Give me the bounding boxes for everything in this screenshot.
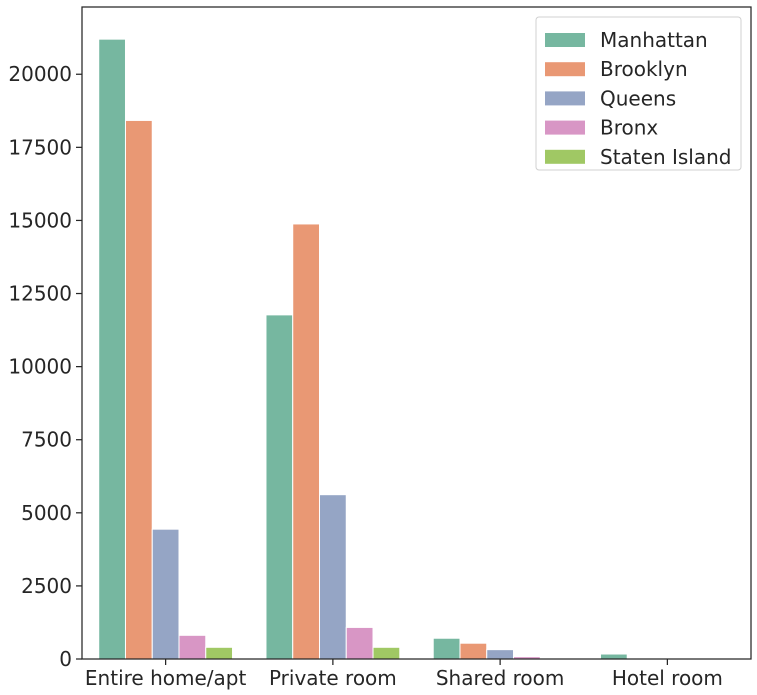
y-axis: 0 2500 5000 7500 10000 12500 15000 17500 20000 <box>8 62 82 671</box>
bar-manhattan-1 <box>266 315 293 659</box>
bar-brooklyn-1 <box>293 224 320 659</box>
bar-staten-island-0 <box>206 647 233 659</box>
legend-label: Brooklyn <box>600 57 688 81</box>
legend-swatch <box>545 121 585 135</box>
x-tick-label: Private room <box>269 666 397 690</box>
bar-brooklyn-2 <box>460 643 487 659</box>
y-tick-label: 17500 <box>8 135 72 159</box>
x-tick-label: Entire home/apt <box>85 666 247 690</box>
bar-brooklyn-0 <box>125 120 152 659</box>
bar-manhattan-3 <box>600 654 627 659</box>
y-tick-label: 0 <box>59 647 72 671</box>
legend-swatch <box>545 91 585 105</box>
bar-bronx-0 <box>179 635 206 659</box>
legend-label: Queens <box>600 86 676 110</box>
legend-swatch <box>545 33 585 47</box>
legend-swatch <box>545 150 585 164</box>
y-tick-label: 12500 <box>8 282 72 306</box>
y-tick-label: 10000 <box>8 355 72 379</box>
bar-queens-1 <box>319 495 346 659</box>
x-tick-label: Shared room <box>436 666 565 690</box>
bar-manhattan-0 <box>99 39 126 659</box>
y-tick-label: 5000 <box>21 501 72 525</box>
y-tick-label: 7500 <box>21 428 72 452</box>
legend-swatch <box>545 62 585 76</box>
bar-queens-0 <box>152 529 179 659</box>
legend-label: Manhattan <box>600 28 708 52</box>
legend: Manhattan Brooklyn Queens Bronx Staten Islan… <box>536 17 741 170</box>
y-tick-label: 20000 <box>8 62 72 86</box>
legend-label: Staten Island <box>600 145 731 169</box>
bar-staten-island-1 <box>373 647 400 659</box>
y-tick-label: 15000 <box>8 208 72 232</box>
legend-label: Bronx <box>600 116 658 140</box>
bar-bronx-1 <box>346 627 373 659</box>
x-axis: Entire home/apt Private room Shared room Ho… <box>85 659 723 690</box>
y-tick-label: 2500 <box>21 574 72 598</box>
bar-queens-2 <box>487 650 514 659</box>
x-tick-label: Hotel room <box>612 666 723 690</box>
bar-manhattan-2 <box>433 638 460 659</box>
